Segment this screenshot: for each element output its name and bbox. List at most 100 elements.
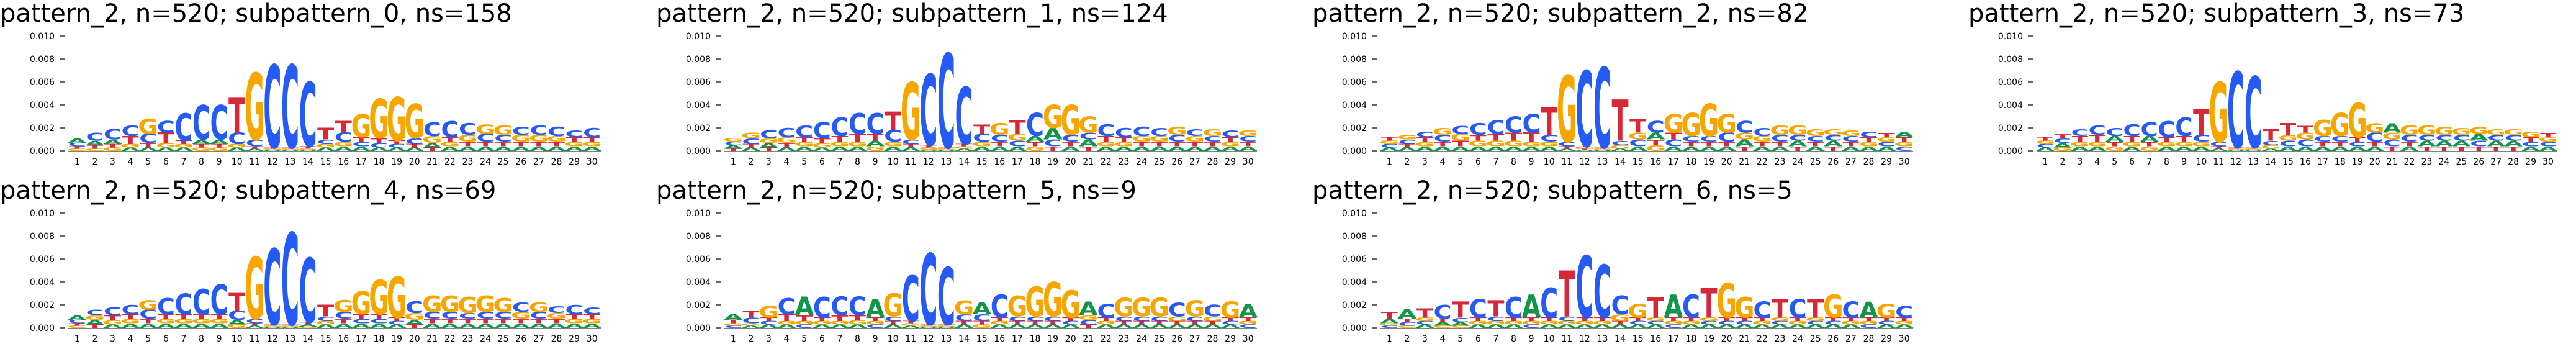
letter-a: A: [2417, 139, 2436, 148]
y-tick-label: 0.002: [686, 301, 711, 311]
letter-t: T: [2106, 140, 2123, 148]
x-tick-label: 3: [2077, 157, 2083, 167]
letter-g: G: [723, 137, 744, 143]
letter-g: G: [1043, 99, 1063, 135]
letter-g: G: [1096, 320, 1117, 325]
letter-t: T: [1576, 317, 1593, 322]
letter-c: C: [317, 138, 335, 145]
y-tick-label: 0.004: [1342, 278, 1367, 288]
letter-t: T: [1594, 147, 1611, 149]
letter-c: C: [388, 320, 406, 325]
letter-a: A: [529, 322, 549, 330]
letter-a: A: [2244, 150, 2263, 152]
letter-g: G: [422, 291, 443, 317]
letter-c: C: [867, 324, 885, 329]
x-tick-label: 2: [92, 334, 97, 344]
letter-t: T: [1701, 280, 1718, 327]
letter-a: A: [1646, 131, 1666, 142]
letter-g: G: [759, 137, 779, 145]
letter-g: G: [2348, 94, 2367, 149]
letter-a: A: [121, 147, 140, 152]
letter-c: C: [459, 120, 477, 139]
letter-a: A: [1557, 324, 1577, 329]
letter-g: G: [2105, 145, 2125, 153]
letter-t: T: [211, 313, 228, 320]
letter-t: T: [353, 313, 369, 320]
letter-t: T: [2072, 134, 2089, 143]
letter-g: G: [2295, 131, 2315, 142]
letter-c: C: [246, 138, 264, 149]
letter-t: T: [760, 317, 778, 322]
x-tick-label: 18: [374, 157, 385, 167]
letter-a: A: [334, 145, 354, 153]
x-tick-label: 18: [2335, 157, 2346, 167]
letter-c: C: [2210, 140, 2227, 148]
letter-g: G: [1699, 96, 1719, 147]
letter-a: A: [156, 322, 176, 330]
letter-c: C: [228, 309, 246, 323]
x-tick-label: 26: [1171, 157, 1182, 167]
letter-c: C: [246, 317, 264, 325]
letter-g: G: [174, 143, 194, 148]
letter-c: C: [884, 127, 902, 146]
letter-a: A: [387, 147, 407, 152]
letter-t: T: [2193, 103, 2210, 143]
letter-a: A: [1611, 324, 1630, 329]
letter-g: G: [1557, 320, 1577, 325]
letter-a: A: [1824, 324, 1843, 329]
letter-a: A: [919, 150, 939, 152]
letter-a: A: [2521, 145, 2540, 153]
letter-g: G: [1415, 140, 1435, 148]
letter-a: A: [1008, 324, 1027, 329]
y-tick-label: 0.008: [30, 55, 55, 65]
letter-a: A: [990, 324, 1009, 329]
letter-g: G: [1770, 317, 1790, 322]
letter-g: G: [1734, 292, 1755, 325]
letter-a: A: [1735, 324, 1754, 329]
letter-g: G: [67, 148, 88, 152]
x-tick-label: 9: [873, 157, 878, 167]
letter-c: C: [388, 143, 406, 148]
letter-g: G: [936, 148, 957, 150]
letter-t: T: [849, 132, 866, 145]
letter-g: G: [120, 143, 141, 148]
letter-c: C: [441, 311, 459, 322]
x-tick-label: 1: [74, 157, 80, 167]
letter-g: G: [865, 145, 886, 153]
letter-g: G: [1646, 143, 1666, 153]
x-tick-label: 2: [1404, 157, 1410, 167]
letter-a: A: [777, 147, 796, 152]
x-tick-label: 16: [1650, 157, 1661, 167]
letter-g: G: [1716, 110, 1737, 138]
x-tick-label: 12: [267, 334, 278, 344]
x-tick-label: 8: [1511, 157, 1516, 167]
letter-c: C: [919, 56, 937, 169]
letter-c: C: [991, 134, 1009, 145]
letter-c: C: [1540, 134, 1558, 145]
y-tick-label: 0.006: [30, 78, 55, 88]
letter-g: G: [369, 89, 389, 151]
letter-t: T: [104, 143, 122, 148]
letter-g: G: [865, 320, 886, 325]
letter-g: G: [919, 325, 939, 327]
letter-a: A: [1717, 145, 1737, 153]
letter-g: G: [741, 131, 762, 140]
letter-a: A: [1859, 145, 1879, 153]
letter-a: A: [1203, 145, 1223, 153]
letter-a: A: [1611, 148, 1630, 152]
letter-t: T: [2418, 145, 2435, 153]
letter-g: G: [1841, 129, 1862, 138]
x-tick-label: 16: [338, 157, 349, 167]
letter-c: C: [867, 108, 885, 141]
letter-c: C: [973, 132, 991, 145]
letter-t: T: [1629, 317, 1647, 322]
letter-c: C: [370, 142, 388, 149]
letter-a: A: [1487, 145, 1506, 153]
letter-g: G: [2278, 133, 2298, 142]
x-tick-label: 11: [905, 157, 916, 167]
letter-a: A: [441, 322, 461, 330]
letter-g: G: [777, 320, 797, 325]
y-tick-label: 0.004: [686, 101, 711, 111]
letter-c: C: [1487, 117, 1505, 138]
letter-t: T: [566, 313, 583, 320]
